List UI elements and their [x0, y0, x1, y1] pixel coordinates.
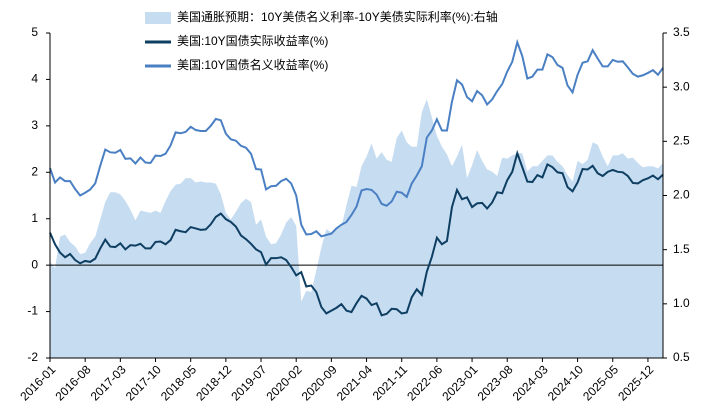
- x-tick-label: 2025-12: [615, 362, 656, 403]
- legend-swatch: [145, 12, 171, 24]
- y-tick-label: 4: [31, 72, 38, 86]
- x-tick-label: 2020-09: [299, 362, 340, 403]
- y-tick-label: -1: [27, 304, 38, 318]
- x-tick-label: 2017-10: [123, 362, 164, 403]
- y2-tick-label: 1.0: [673, 296, 690, 310]
- x-tick-label: 2020-02: [264, 362, 305, 403]
- y2-tick-label: 3.0: [673, 79, 690, 93]
- y-tick-label: 5: [31, 25, 38, 39]
- y2-tick-label: 0.5: [673, 350, 690, 364]
- y-tick-label: 1: [31, 211, 38, 225]
- legend-label: 美国通胀预期：10Y美债名义利率-10Y美债实际利率(%):右轴: [177, 9, 498, 24]
- x-tick-label: 2022-06: [404, 362, 445, 403]
- x-tick-label: 2018-12: [193, 362, 234, 403]
- y-tick-label: -2: [27, 350, 38, 364]
- line: [49, 149, 664, 317]
- x-tick-label: 2016-01: [17, 362, 58, 403]
- x-tick-label: 2024-03: [510, 362, 551, 403]
- line: [49, 38, 664, 238]
- y2-tick-label: 3.5: [673, 25, 690, 39]
- y-tick-label: 2: [31, 164, 38, 178]
- x-tick-label: 2021-04: [334, 362, 375, 403]
- area: [50, 99, 663, 358]
- x-tick-label: 2018-05: [158, 362, 199, 403]
- legend-label: 美国:10Y国债名义收益率(%): [177, 57, 328, 72]
- x-tick-label: 2016-08: [52, 362, 93, 403]
- y2-tick-label: 1.5: [673, 242, 690, 256]
- x-tick-label: 2024-10: [545, 362, 586, 403]
- x-tick-label: 2019-07: [228, 362, 269, 403]
- x-tick-label: 2023-08: [475, 362, 516, 403]
- legend-label: 美国:10Y国债实际收益率(%): [177, 33, 328, 48]
- y-tick-label: 0: [31, 257, 38, 271]
- x-tick-label: 2021-11: [370, 362, 411, 403]
- y2-tick-label: 2.5: [673, 134, 690, 148]
- x-tick-label: 2017-03: [88, 362, 129, 403]
- y-tick-label: 3: [31, 118, 38, 132]
- y2-tick-label: 2.0: [673, 188, 690, 202]
- x-tick-label: 2025-05: [580, 362, 621, 403]
- x-tick-label: 2023-01: [439, 362, 480, 403]
